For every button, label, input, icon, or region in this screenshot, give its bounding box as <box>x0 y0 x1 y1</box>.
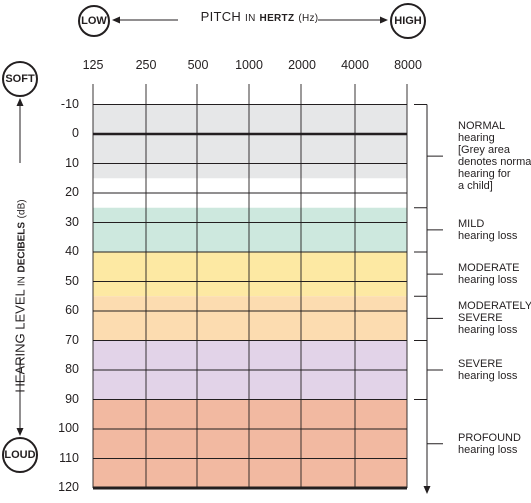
y-tick-label: 90 <box>65 391 79 406</box>
band-label: NORMAL hearing [Grey area denotes normal hea… <box>458 120 531 192</box>
x-tick-label: 8000 <box>394 58 422 72</box>
band-label-line: MODERATELY <box>458 300 531 313</box>
soft-level-badge: SOFT <box>2 61 38 97</box>
pitch-unit: (Hz) <box>298 13 319 24</box>
band-label-line: hearing loss <box>458 443 518 456</box>
y-tick-label: 30 <box>65 214 79 229</box>
soft-level-label: SOFT <box>5 73 35 85</box>
band-label-line: NORMAL <box>458 120 506 133</box>
band-label-line: MODERATE <box>458 262 520 275</box>
level-arrow <box>16 98 24 436</box>
band-label-line: denotes normal <box>458 156 531 169</box>
band-label-line: hearing loss <box>458 229 518 242</box>
y-tick-label: 110 <box>59 450 79 465</box>
high-pitch-badge: HIGH <box>390 3 426 39</box>
x-tick-label: 125 <box>82 58 104 72</box>
pitch-word: PITCH <box>200 9 242 24</box>
band-fill <box>93 399 407 488</box>
y-tick-label: 10 <box>65 155 79 170</box>
band-label-line: PROFOUND <box>458 431 521 444</box>
band-label: MODERATELY SEVERE hearing loss <box>458 300 531 336</box>
band-label-line: a child] <box>458 180 493 193</box>
y-tick-label: 0 <box>72 126 79 140</box>
pitch-in-word: IN <box>245 13 256 24</box>
y-tick-label: -10 <box>60 96 79 111</box>
band-label: SEVERE hearing loss <box>458 358 517 382</box>
low-pitch-badge: LOW <box>78 5 110 37</box>
band-fill <box>93 207 407 252</box>
band-label-line: SEVERE <box>458 358 503 370</box>
band-label-line: hearing <box>458 132 495 145</box>
band-label-line: hearing for <box>458 168 511 181</box>
pitch-axis-title: PITCH IN HERTZ (Hz) <box>0 9 525 24</box>
band-label-line: hearing loss <box>458 370 518 382</box>
band-label: MILD hearing loss <box>458 218 517 242</box>
band-label-line: SEVERE <box>458 312 503 325</box>
band-label-line: hearing loss <box>458 324 518 337</box>
pitch-hertz-word: HERTZ <box>259 13 295 24</box>
high-pitch-label: HIGH <box>394 15 422 27</box>
band-label: PROFOUND hearing loss <box>458 432 521 456</box>
loudness-arrowhead <box>423 486 431 494</box>
band-label-line: [Grey area <box>458 144 510 157</box>
x-tick-label: 4000 <box>341 58 369 72</box>
x-tick-label: 250 <box>135 58 157 72</box>
x-tick-label: 2000 <box>288 58 316 72</box>
y-tick-label: 100 <box>58 421 79 435</box>
x-tick-label: 500 <box>187 58 209 72</box>
y-tick-label: 50 <box>65 273 79 288</box>
x-tick-label: 1000 <box>235 58 263 72</box>
loud-level-label: LOUD <box>4 449 36 461</box>
y-tick-label: 120 <box>58 480 79 494</box>
loud-level-badge: LOUD <box>2 437 38 473</box>
low-pitch-label: LOW <box>81 15 107 27</box>
y-tick-label: 60 <box>65 303 79 317</box>
y-tick-label: 70 <box>65 332 79 347</box>
band-label-line: hearing loss <box>458 274 518 287</box>
band-fill <box>93 252 407 297</box>
band-label: MODERATE hearing loss <box>458 262 520 286</box>
band-label-line: MILD <box>458 217 485 230</box>
y-tick-label: 20 <box>65 185 79 199</box>
pitch-arrow <box>112 16 388 24</box>
band-fill <box>93 296 407 341</box>
y-tick-label: 40 <box>65 244 79 258</box>
y-tick-label: 80 <box>65 362 79 376</box>
band-fill <box>93 104 407 179</box>
